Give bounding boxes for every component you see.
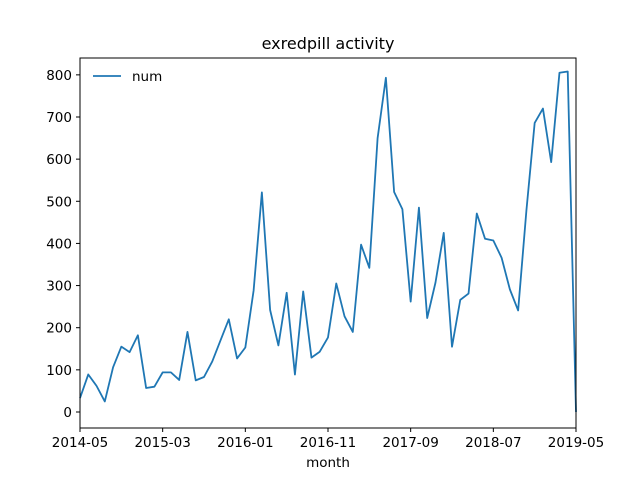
data-point — [550, 161, 553, 164]
data-point — [302, 290, 305, 293]
data-point — [376, 137, 379, 140]
data-point — [153, 385, 156, 388]
data-point — [178, 378, 181, 381]
data-point — [227, 318, 230, 321]
data-point — [194, 379, 197, 382]
x-tick-label: 2019-05 — [548, 435, 604, 451]
y-tick-label: 500 — [46, 194, 72, 210]
data-point — [475, 212, 478, 215]
data-point — [244, 346, 247, 349]
y-tick-label: 600 — [46, 152, 72, 168]
data-point — [260, 191, 263, 194]
legend-label: num — [132, 69, 162, 85]
data-point — [277, 344, 280, 347]
y-tick-label: 100 — [46, 363, 72, 379]
data-point — [95, 384, 98, 387]
data-point — [161, 371, 164, 374]
data-point — [492, 239, 495, 242]
x-tick-label: 2016-11 — [300, 435, 356, 451]
data-point — [120, 345, 123, 348]
data-point — [169, 371, 172, 374]
y-axis: 0 100 200 300 400 500 600 700 800 — [46, 68, 80, 421]
data-point — [285, 291, 288, 294]
plot-area — [79, 70, 577, 413]
x-axis-label: month — [306, 455, 350, 471]
data-point — [541, 107, 544, 110]
data-point — [368, 266, 371, 269]
series-line-num — [79, 70, 577, 413]
data-point — [186, 330, 189, 333]
data-point — [252, 289, 255, 292]
chart-title: exredpill activity — [262, 34, 395, 53]
data-point — [393, 191, 396, 194]
data-point — [112, 366, 115, 369]
data-point — [145, 386, 148, 389]
data-point — [236, 357, 239, 360]
data-point — [533, 121, 536, 124]
data-point — [269, 309, 272, 312]
y-tick-label: 0 — [63, 405, 72, 421]
data-point — [203, 376, 206, 379]
data-point — [517, 309, 520, 312]
data-point — [343, 315, 346, 318]
y-tick-label: 400 — [46, 236, 72, 252]
data-point — [103, 400, 106, 403]
legend: num — [93, 69, 162, 85]
data-point — [500, 256, 503, 259]
data-point — [219, 339, 222, 342]
data-point — [409, 300, 412, 303]
data-point — [417, 206, 420, 209]
y-tick-label: 700 — [46, 110, 72, 126]
data-point — [360, 243, 363, 246]
data-point — [87, 373, 90, 376]
data-point — [508, 288, 511, 291]
data-point — [442, 231, 445, 234]
data-point — [525, 209, 528, 212]
data-point — [459, 298, 462, 301]
x-tick-label: 2015-03 — [134, 435, 190, 451]
x-tick-label: 2014-05 — [52, 435, 108, 451]
data-point — [558, 71, 561, 74]
data-point — [484, 237, 487, 240]
x-tick-label: 2016-01 — [217, 435, 273, 451]
data-point — [318, 350, 321, 353]
data-point — [211, 360, 214, 363]
axes-frame — [79, 57, 577, 429]
data-point — [327, 336, 330, 339]
data-point — [384, 76, 387, 79]
x-tick-label: 2017-09 — [382, 435, 438, 451]
data-point — [335, 282, 338, 285]
data-point — [467, 292, 470, 295]
y-tick-label: 200 — [46, 321, 72, 337]
data-point — [434, 281, 437, 284]
data-point — [351, 330, 354, 333]
data-point — [566, 70, 569, 73]
y-tick-label: 800 — [46, 68, 72, 84]
data-point — [310, 356, 313, 359]
data-point — [128, 351, 131, 354]
data-point — [426, 317, 429, 320]
data-point — [136, 334, 139, 337]
data-point — [401, 208, 404, 211]
x-axis: 2014-05 2015-03 2016-01 2016-11 2017-09 2018-… — [52, 428, 604, 451]
data-point — [451, 345, 454, 348]
y-tick-label: 300 — [46, 279, 72, 295]
data-point — [293, 373, 296, 376]
x-tick-label: 2018-07 — [465, 435, 521, 451]
